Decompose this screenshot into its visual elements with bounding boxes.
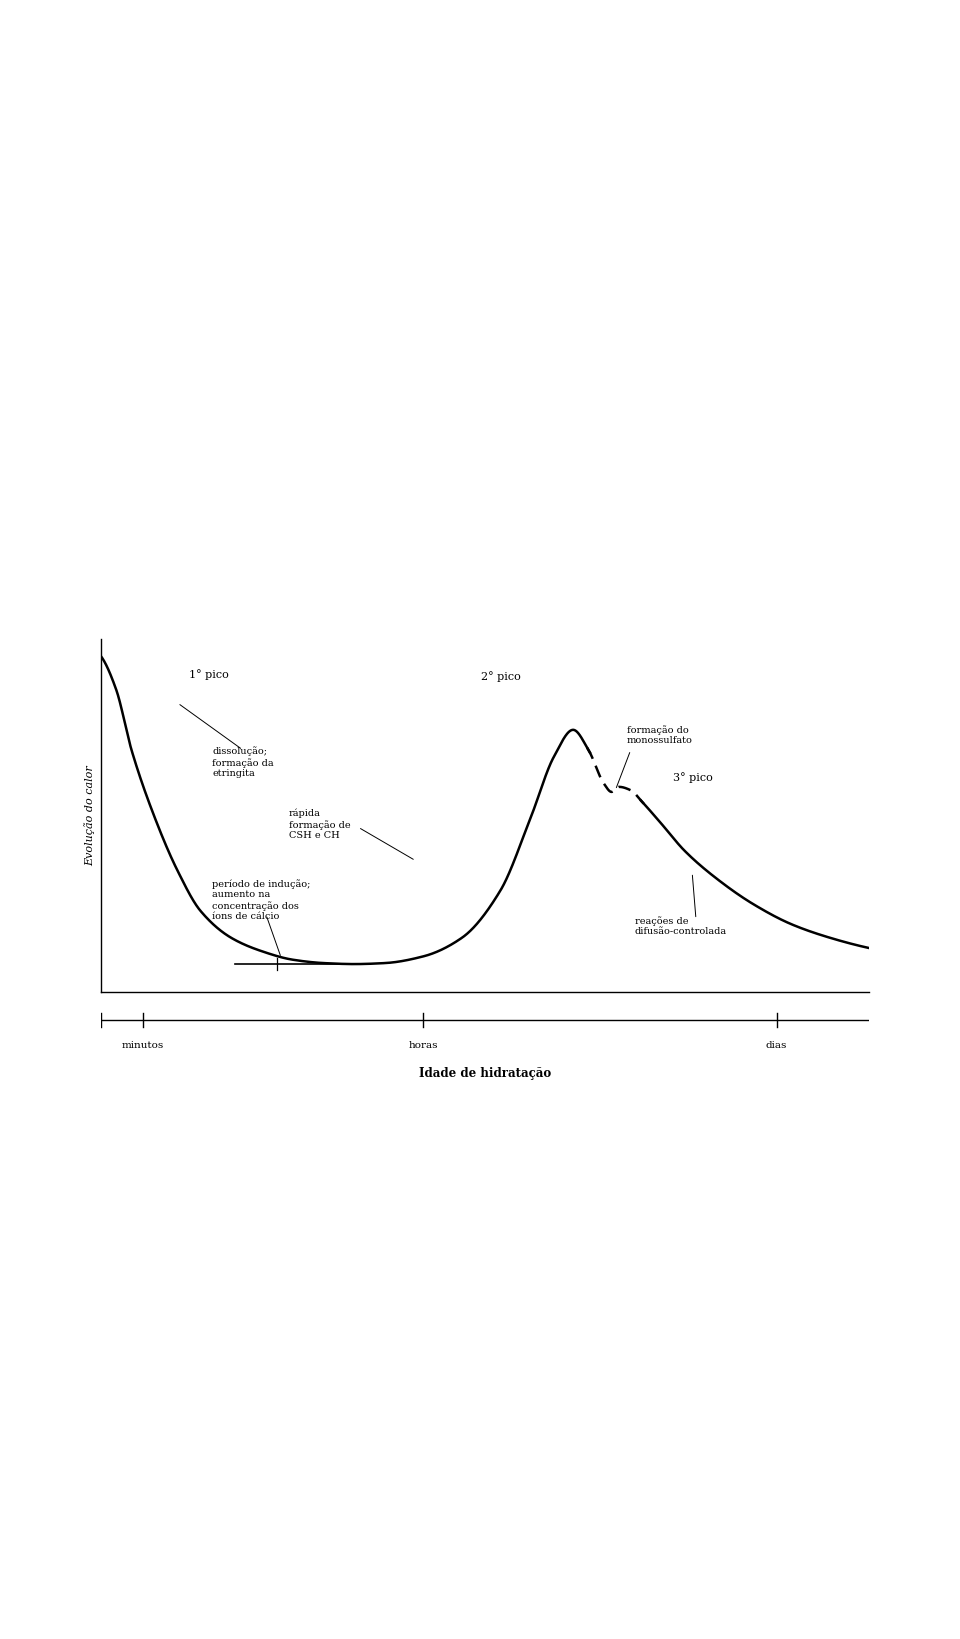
Text: reações de
difusão-controlada: reações de difusão-controlada <box>635 916 727 936</box>
Text: formação do
monossulfato: formação do monossulfato <box>627 724 693 746</box>
Text: 3° pico: 3° pico <box>673 772 712 783</box>
Text: dias: dias <box>766 1041 787 1051</box>
Text: Idade de hidratação: Idade de hidratação <box>419 1067 551 1080</box>
Text: rápida
formação de
CSH e CH: rápida formação de CSH e CH <box>289 808 350 839</box>
Text: período de indução;
aumento na
concentração dos
íons de cálcio: período de indução; aumento na concentra… <box>212 879 310 921</box>
Text: 1° pico: 1° pico <box>189 669 228 680</box>
Text: 2° pico: 2° pico <box>481 670 520 682</box>
Text: minutos: minutos <box>122 1041 164 1051</box>
Text: horas: horas <box>409 1041 438 1051</box>
Text: dissolução;
formação da
etringita: dissolução; formação da etringita <box>212 747 274 779</box>
Y-axis label: Evolução do calor: Evolução do calor <box>84 765 95 865</box>
